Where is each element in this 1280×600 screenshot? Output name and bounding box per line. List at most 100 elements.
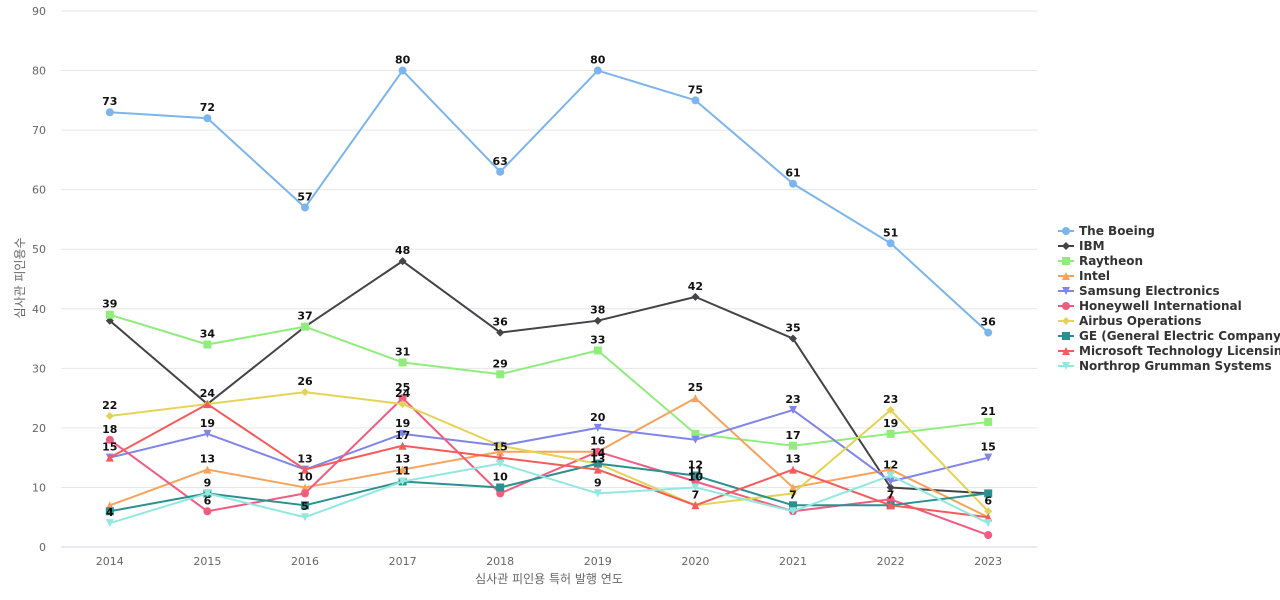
data-label: 15 (981, 441, 996, 454)
y-tick-label: 60 (32, 184, 46, 197)
data-point (593, 447, 602, 456)
data-point (301, 203, 309, 212)
x-tick-label: 2021 (779, 555, 807, 568)
data-point (496, 441, 505, 450)
data-label: 57 (297, 191, 312, 204)
x-tick-label: 2014 (96, 555, 124, 568)
data-label: 11 (395, 464, 410, 477)
data-label: 26 (297, 375, 313, 388)
data-label: 63 (493, 155, 508, 168)
legend-item[interactable]: Airbus Operations (1058, 314, 1202, 328)
legend-item[interactable]: Samsung Electronics (1058, 284, 1220, 298)
legend-marker (1062, 272, 1070, 280)
data-label: 20 (590, 411, 606, 424)
data-point (886, 477, 895, 486)
legend-item[interactable]: IBM (1058, 239, 1105, 253)
data-point (886, 471, 895, 480)
data-label: 9 (204, 476, 212, 489)
data-point (691, 471, 700, 480)
data-point (496, 167, 505, 176)
data-point (105, 435, 114, 444)
data-point (496, 459, 505, 468)
data-point (301, 513, 309, 522)
data-label: 17 (395, 429, 410, 442)
series-line (109, 391, 989, 512)
legend-item[interactable]: GE (General Electric Company) (1058, 329, 1280, 343)
legend-marker (1062, 242, 1070, 250)
series-line (109, 403, 989, 519)
data-point (789, 501, 797, 510)
data-label: 19 (395, 417, 410, 430)
legend-marker (1062, 227, 1070, 235)
data-label: 25 (395, 381, 410, 394)
data-point (789, 465, 797, 474)
legend-item[interactable]: Honeywell International (1058, 299, 1242, 313)
data-point (984, 507, 993, 516)
data-point (789, 489, 797, 498)
legend-item[interactable]: Intel (1058, 269, 1110, 283)
data-label: 80 (590, 54, 606, 67)
x-tick-label: 2023 (974, 555, 1002, 568)
data-label: 34 (200, 328, 216, 341)
legend-label: Airbus Operations (1079, 314, 1202, 328)
data-label: 13 (395, 453, 410, 466)
data-label: 48 (395, 244, 410, 257)
data-point (984, 531, 993, 540)
legend-item[interactable]: Microsoft Technology Licensing (1058, 344, 1280, 358)
legend-label: Honeywell International (1079, 299, 1242, 313)
x-tick-label: 2018 (486, 555, 514, 568)
legend-marker (1062, 347, 1070, 355)
data-label: 22 (102, 399, 117, 412)
data-label: 24 (200, 387, 216, 400)
data-label: 11 (688, 464, 703, 477)
data-label: 38 (590, 304, 605, 317)
x-tick-label: 2022 (877, 555, 905, 568)
legend-label: Samsung Electronics (1079, 284, 1220, 298)
data-point (105, 453, 114, 462)
data-point (984, 519, 993, 528)
y-axis-ticks: 0 10 20 30 40 50 60 70 80 90 (32, 5, 46, 554)
data-point (398, 66, 407, 75)
data-point (105, 507, 114, 516)
series-line (109, 462, 989, 525)
legend-item[interactable]: Northrop Grumman Systems (1058, 359, 1272, 373)
data-label: 19 (883, 417, 898, 430)
data-label: 6 (204, 494, 212, 507)
data-point (593, 423, 602, 432)
data-point (593, 66, 602, 75)
legend-label: IBM (1079, 239, 1105, 253)
data-label: 24 (395, 387, 411, 400)
data-point (105, 411, 114, 420)
series-9 (105, 459, 993, 528)
data-label: 15 (493, 441, 508, 454)
data-point (203, 340, 212, 349)
legend-label: Raytheon (1079, 254, 1143, 268)
legend-marker (1062, 332, 1070, 340)
data-point (984, 453, 993, 462)
data-point (301, 501, 309, 510)
legend-marker (1062, 317, 1070, 325)
data-point (496, 483, 505, 492)
data-label: 36 (981, 316, 997, 329)
data-label: 73 (102, 95, 117, 108)
data-point (691, 292, 700, 301)
y-tick-label: 30 (32, 362, 46, 375)
data-label: 17 (785, 429, 800, 442)
legend-item[interactable]: The Boeing (1058, 224, 1155, 238)
data-point (398, 394, 407, 403)
series-4 (105, 406, 993, 486)
data-point (398, 257, 407, 266)
data-label: 5 (301, 500, 309, 513)
data-point (984, 417, 993, 426)
data-label: 39 (102, 298, 117, 311)
data-labels-layer: 73 72578063807561513648363842353934373129… (102, 54, 996, 520)
y-tick-label: 70 (32, 124, 46, 137)
data-label: 18 (102, 423, 117, 436)
data-point (789, 441, 797, 450)
data-point (301, 489, 309, 498)
legend-item[interactable]: Raytheon (1058, 254, 1143, 268)
legend-label: Microsoft Technology Licensing (1079, 344, 1280, 358)
data-label: 7 (692, 488, 700, 501)
data-label: 61 (785, 167, 800, 180)
legend-marker (1062, 287, 1070, 295)
